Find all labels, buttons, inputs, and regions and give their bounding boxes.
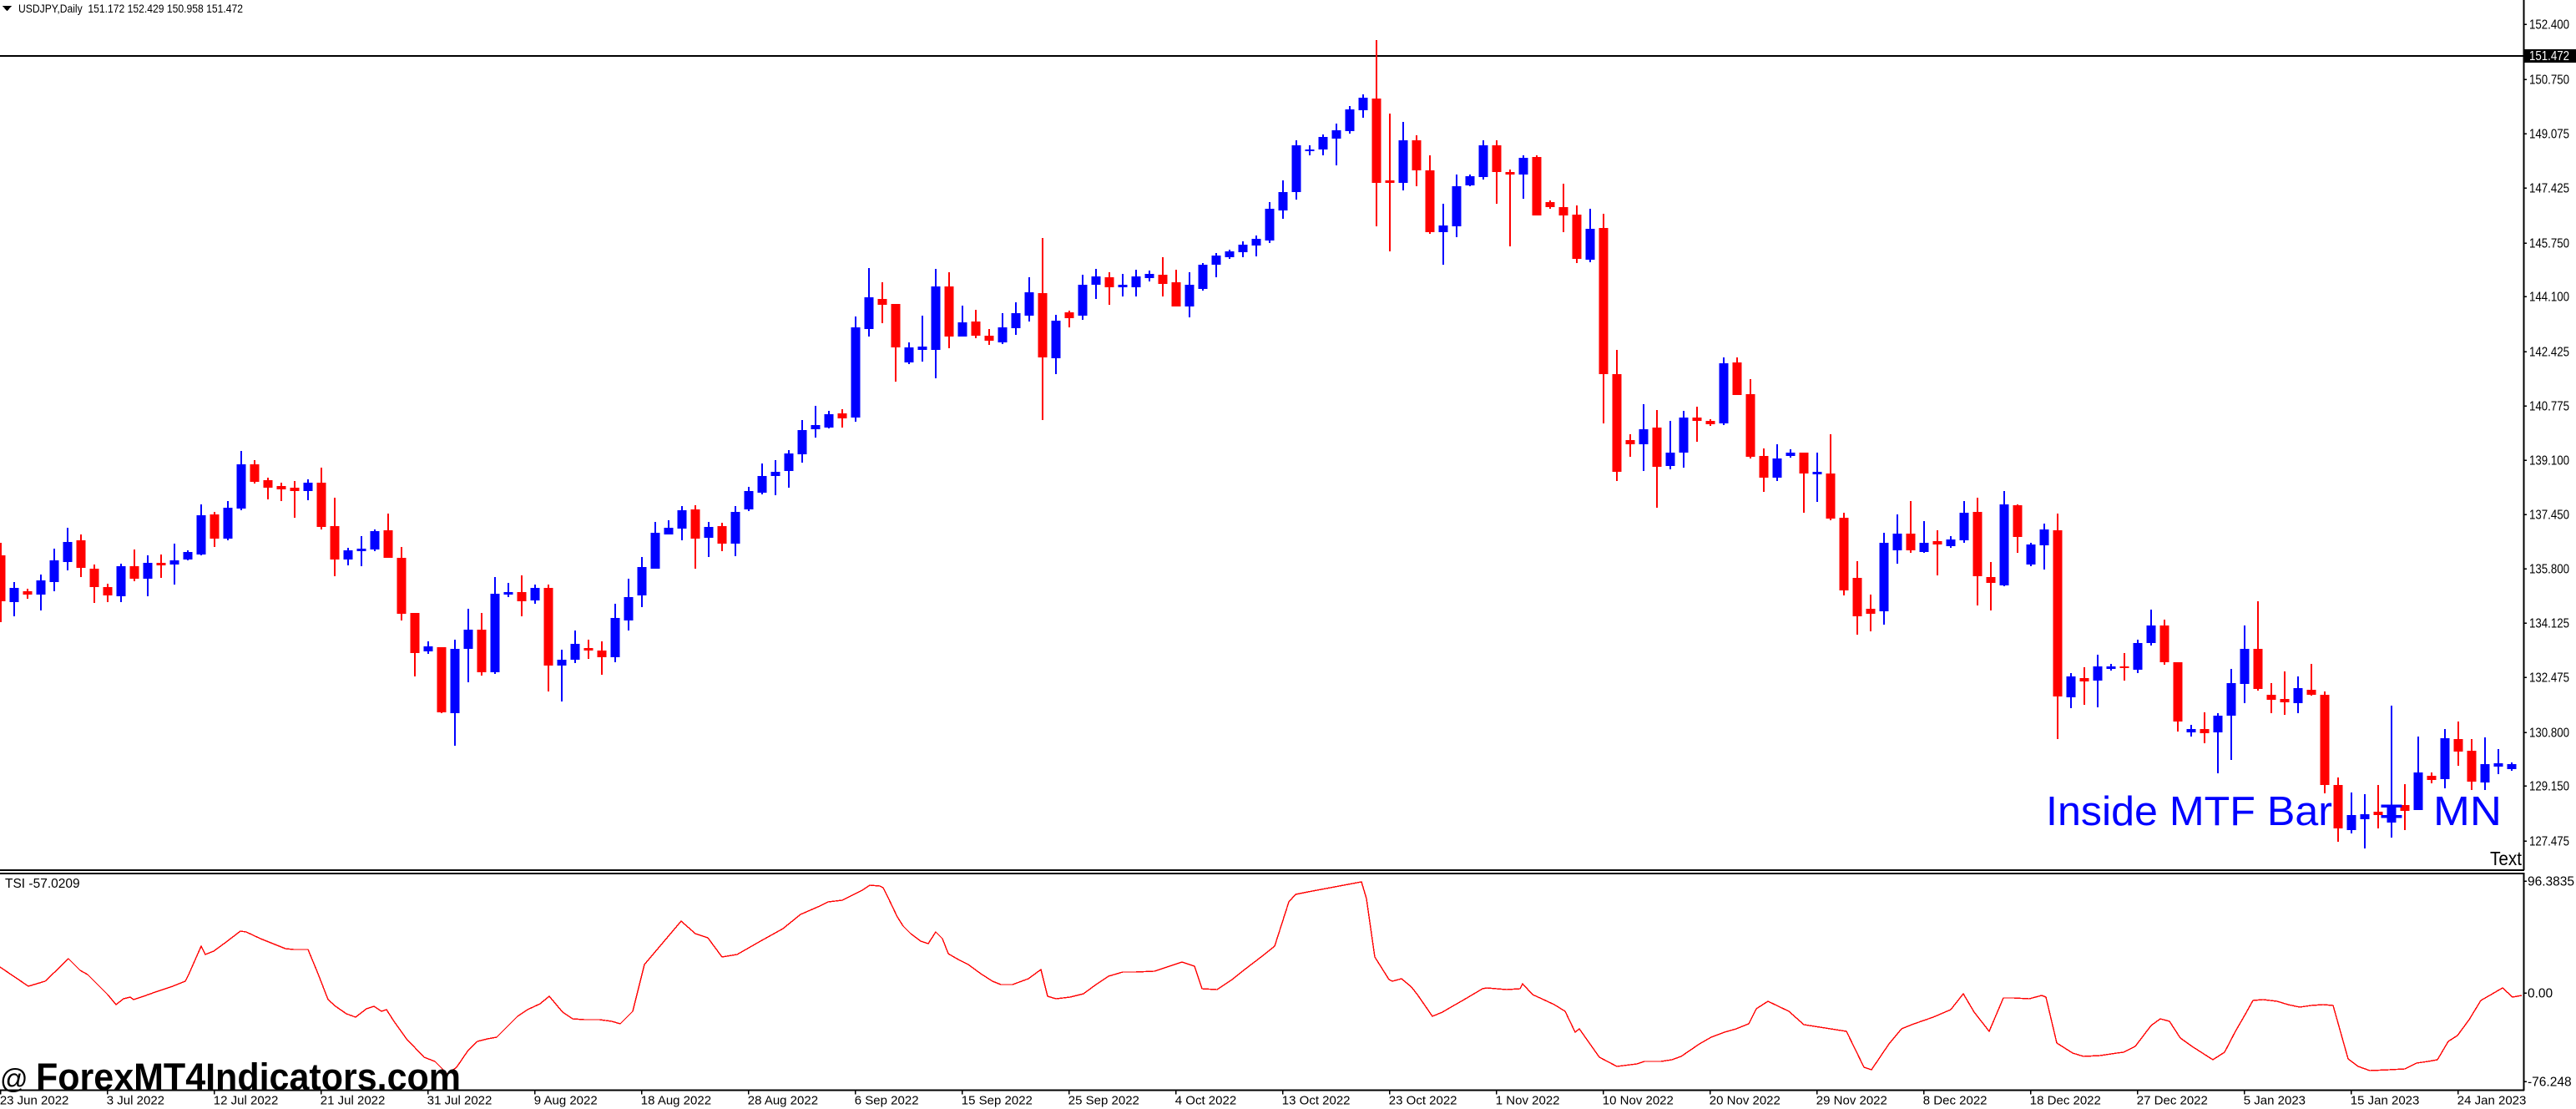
svg-text:TSI -57.0209: TSI -57.0209 bbox=[5, 877, 80, 891]
svg-text:4 Oct 2022: 4 Oct 2022 bbox=[1175, 1094, 1236, 1108]
svg-text:149.075: 149.075 bbox=[2529, 128, 2569, 142]
svg-text:Text: Text bbox=[2490, 848, 2523, 869]
svg-text:142.425: 142.425 bbox=[2529, 346, 2569, 360]
svg-text:139.100: 139.100 bbox=[2529, 454, 2569, 468]
svg-text:152.400: 152.400 bbox=[2529, 18, 2569, 33]
svg-text:0.00: 0.00 bbox=[2528, 987, 2553, 1001]
svg-text:127.475: 127.475 bbox=[2529, 835, 2569, 849]
svg-text:10 Nov 2022: 10 Nov 2022 bbox=[1603, 1094, 1674, 1108]
svg-text:ForexMT4Indicators.com: ForexMT4Indicators.com bbox=[36, 1056, 461, 1098]
svg-text:12 Jul 2022: 12 Jul 2022 bbox=[214, 1094, 279, 1108]
svg-text:140.775: 140.775 bbox=[2529, 400, 2569, 414]
svg-text:29 Nov 2022: 29 Nov 2022 bbox=[1816, 1094, 1887, 1108]
svg-text:5 Jan 2023: 5 Jan 2023 bbox=[2244, 1094, 2306, 1108]
svg-text:15 Sep 2022: 15 Sep 2022 bbox=[962, 1094, 1033, 1108]
svg-text:Inside MTF Bar: Inside MTF Bar bbox=[2046, 789, 2332, 834]
svg-text:1 Nov 2022: 1 Nov 2022 bbox=[1496, 1094, 1560, 1108]
svg-text:135.800: 135.800 bbox=[2529, 563, 2569, 577]
svg-text:31 Jul 2022: 31 Jul 2022 bbox=[427, 1094, 492, 1108]
svg-text:MN: MN bbox=[2433, 789, 2502, 834]
svg-text:145.750: 145.750 bbox=[2529, 237, 2569, 251]
svg-text:@: @ bbox=[0, 1063, 28, 1094]
svg-text:23 Oct 2022: 23 Oct 2022 bbox=[1389, 1094, 1457, 1108]
svg-text:15 Jan 2023: 15 Jan 2023 bbox=[2351, 1094, 2420, 1108]
svg-text:13 Oct 2022: 13 Oct 2022 bbox=[1282, 1094, 1351, 1108]
svg-text:130.800: 130.800 bbox=[2529, 727, 2569, 741]
svg-text:28 Aug 2022: 28 Aug 2022 bbox=[748, 1094, 818, 1108]
svg-text:3 Jul 2022: 3 Jul 2022 bbox=[107, 1094, 164, 1108]
svg-text:27 Dec 2022: 27 Dec 2022 bbox=[2137, 1094, 2208, 1108]
svg-text:150.750: 150.750 bbox=[2529, 73, 2569, 88]
svg-text:9 Aug 2022: 9 Aug 2022 bbox=[534, 1094, 598, 1108]
svg-text:132.475: 132.475 bbox=[2529, 671, 2569, 686]
svg-text:144.100: 144.100 bbox=[2529, 291, 2569, 305]
svg-text:6 Sep 2022: 6 Sep 2022 bbox=[855, 1094, 919, 1108]
svg-text:129.150: 129.150 bbox=[2529, 780, 2569, 794]
svg-text:147.425: 147.425 bbox=[2529, 182, 2569, 196]
svg-text:134.125: 134.125 bbox=[2529, 617, 2569, 631]
svg-text:=: = bbox=[2379, 789, 2404, 834]
svg-text:25 Sep 2022: 25 Sep 2022 bbox=[1068, 1094, 1139, 1108]
svg-text:24 Jan 2023: 24 Jan 2023 bbox=[2457, 1094, 2527, 1108]
svg-text:18 Dec 2022: 18 Dec 2022 bbox=[2030, 1094, 2101, 1108]
svg-text:151.472: 151.472 bbox=[2529, 49, 2569, 63]
svg-text:8 Dec 2022: 8 Dec 2022 bbox=[1923, 1094, 1988, 1108]
svg-text:18 Aug 2022: 18 Aug 2022 bbox=[641, 1094, 711, 1108]
svg-text:137.450: 137.450 bbox=[2529, 509, 2569, 523]
svg-text:-76.248: -76.248 bbox=[2528, 1076, 2572, 1090]
svg-text:96.3835: 96.3835 bbox=[2528, 875, 2574, 889]
svg-text:USDJPY,Daily 151.172 152.429: USDJPY,Daily 151.172 152.429 150.958 151… bbox=[18, 3, 243, 15]
svg-text:21 Jul 2022: 21 Jul 2022 bbox=[321, 1094, 386, 1108]
svg-text:23 Jun 2022: 23 Jun 2022 bbox=[0, 1094, 68, 1108]
svg-text:20 Nov 2022: 20 Nov 2022 bbox=[1710, 1094, 1780, 1108]
